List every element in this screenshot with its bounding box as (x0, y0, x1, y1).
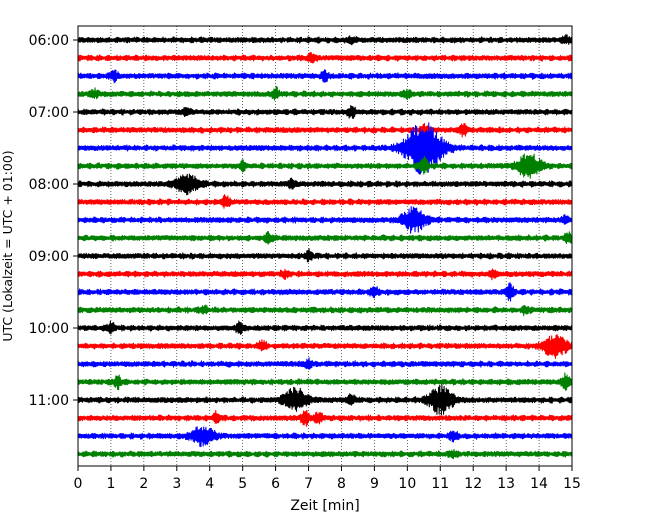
y-tick-label: 08:00 (29, 177, 69, 193)
y-tick-label: 07:00 (29, 105, 69, 121)
x-tick-label: 8 (337, 476, 346, 492)
seismogram-trace (77, 304, 573, 317)
x-tick-label: 15 (563, 476, 581, 492)
seismogram-trace (77, 334, 573, 359)
x-axis-ticks: 0 1 2 3 4 5 6 7 8 9 10 11 12 13 14 15 (74, 466, 581, 492)
x-tick-label: 10 (398, 476, 416, 492)
seismogram-trace (77, 248, 573, 263)
seismogram-trace (77, 104, 573, 119)
seismogram-trace (77, 372, 573, 391)
seismogram-trace (77, 153, 573, 179)
seismogram-trace (77, 122, 573, 175)
seismogram-trace (77, 320, 573, 335)
y-tick-label: 06:00 (29, 33, 69, 49)
seismogram-trace (77, 231, 573, 245)
seismogram-traces (77, 33, 573, 459)
seismogram-trace (77, 194, 573, 209)
x-tick-label: 11 (431, 476, 449, 492)
seismogram-trace (77, 33, 573, 46)
y-tick-label: 11:00 (29, 393, 69, 409)
seismogram-trace (77, 268, 573, 281)
seismogram-trace (77, 357, 573, 370)
y-axis-ticks: 06:00 07:00 08:00 09:00 10:00 11:00 (29, 33, 78, 409)
seismogram-trace (77, 85, 573, 101)
x-tick-label: 3 (172, 476, 181, 492)
x-tick-label: 6 (271, 476, 280, 492)
x-tick-label: 13 (497, 476, 515, 492)
grid (110, 26, 540, 466)
seismogram-trace (77, 122, 573, 138)
x-tick-label: 2 (139, 476, 148, 492)
seismogram-trace (77, 69, 573, 84)
plot-frame (77, 25, 573, 467)
x-tick-label: 7 (304, 476, 313, 492)
seismogram-trace (77, 448, 573, 459)
seismogram-trace (77, 52, 573, 64)
x-tick-label: 4 (205, 476, 214, 492)
seismogram-trace (77, 282, 573, 302)
x-tick-label: 5 (238, 476, 247, 492)
seismogram-trace (77, 426, 573, 448)
x-tick-label: 0 (74, 476, 83, 492)
x-tick-label: 1 (106, 476, 115, 492)
seismogram-trace (77, 206, 573, 234)
x-axis-label: Zeit [min] (290, 498, 359, 514)
x-tick-label: 12 (464, 476, 482, 492)
seismogram-trace (77, 384, 573, 416)
x-tick-label: 14 (530, 476, 548, 492)
y-tick-label: 10:00 (29, 321, 69, 337)
seismogram-trace (77, 173, 573, 196)
y-axis-label: UTC (Lokalzeit = UTC + 01:00) (0, 150, 15, 341)
seismogram-trace (77, 409, 573, 427)
x-tick-label: 9 (370, 476, 379, 492)
y-tick-label: 09:00 (29, 249, 69, 265)
